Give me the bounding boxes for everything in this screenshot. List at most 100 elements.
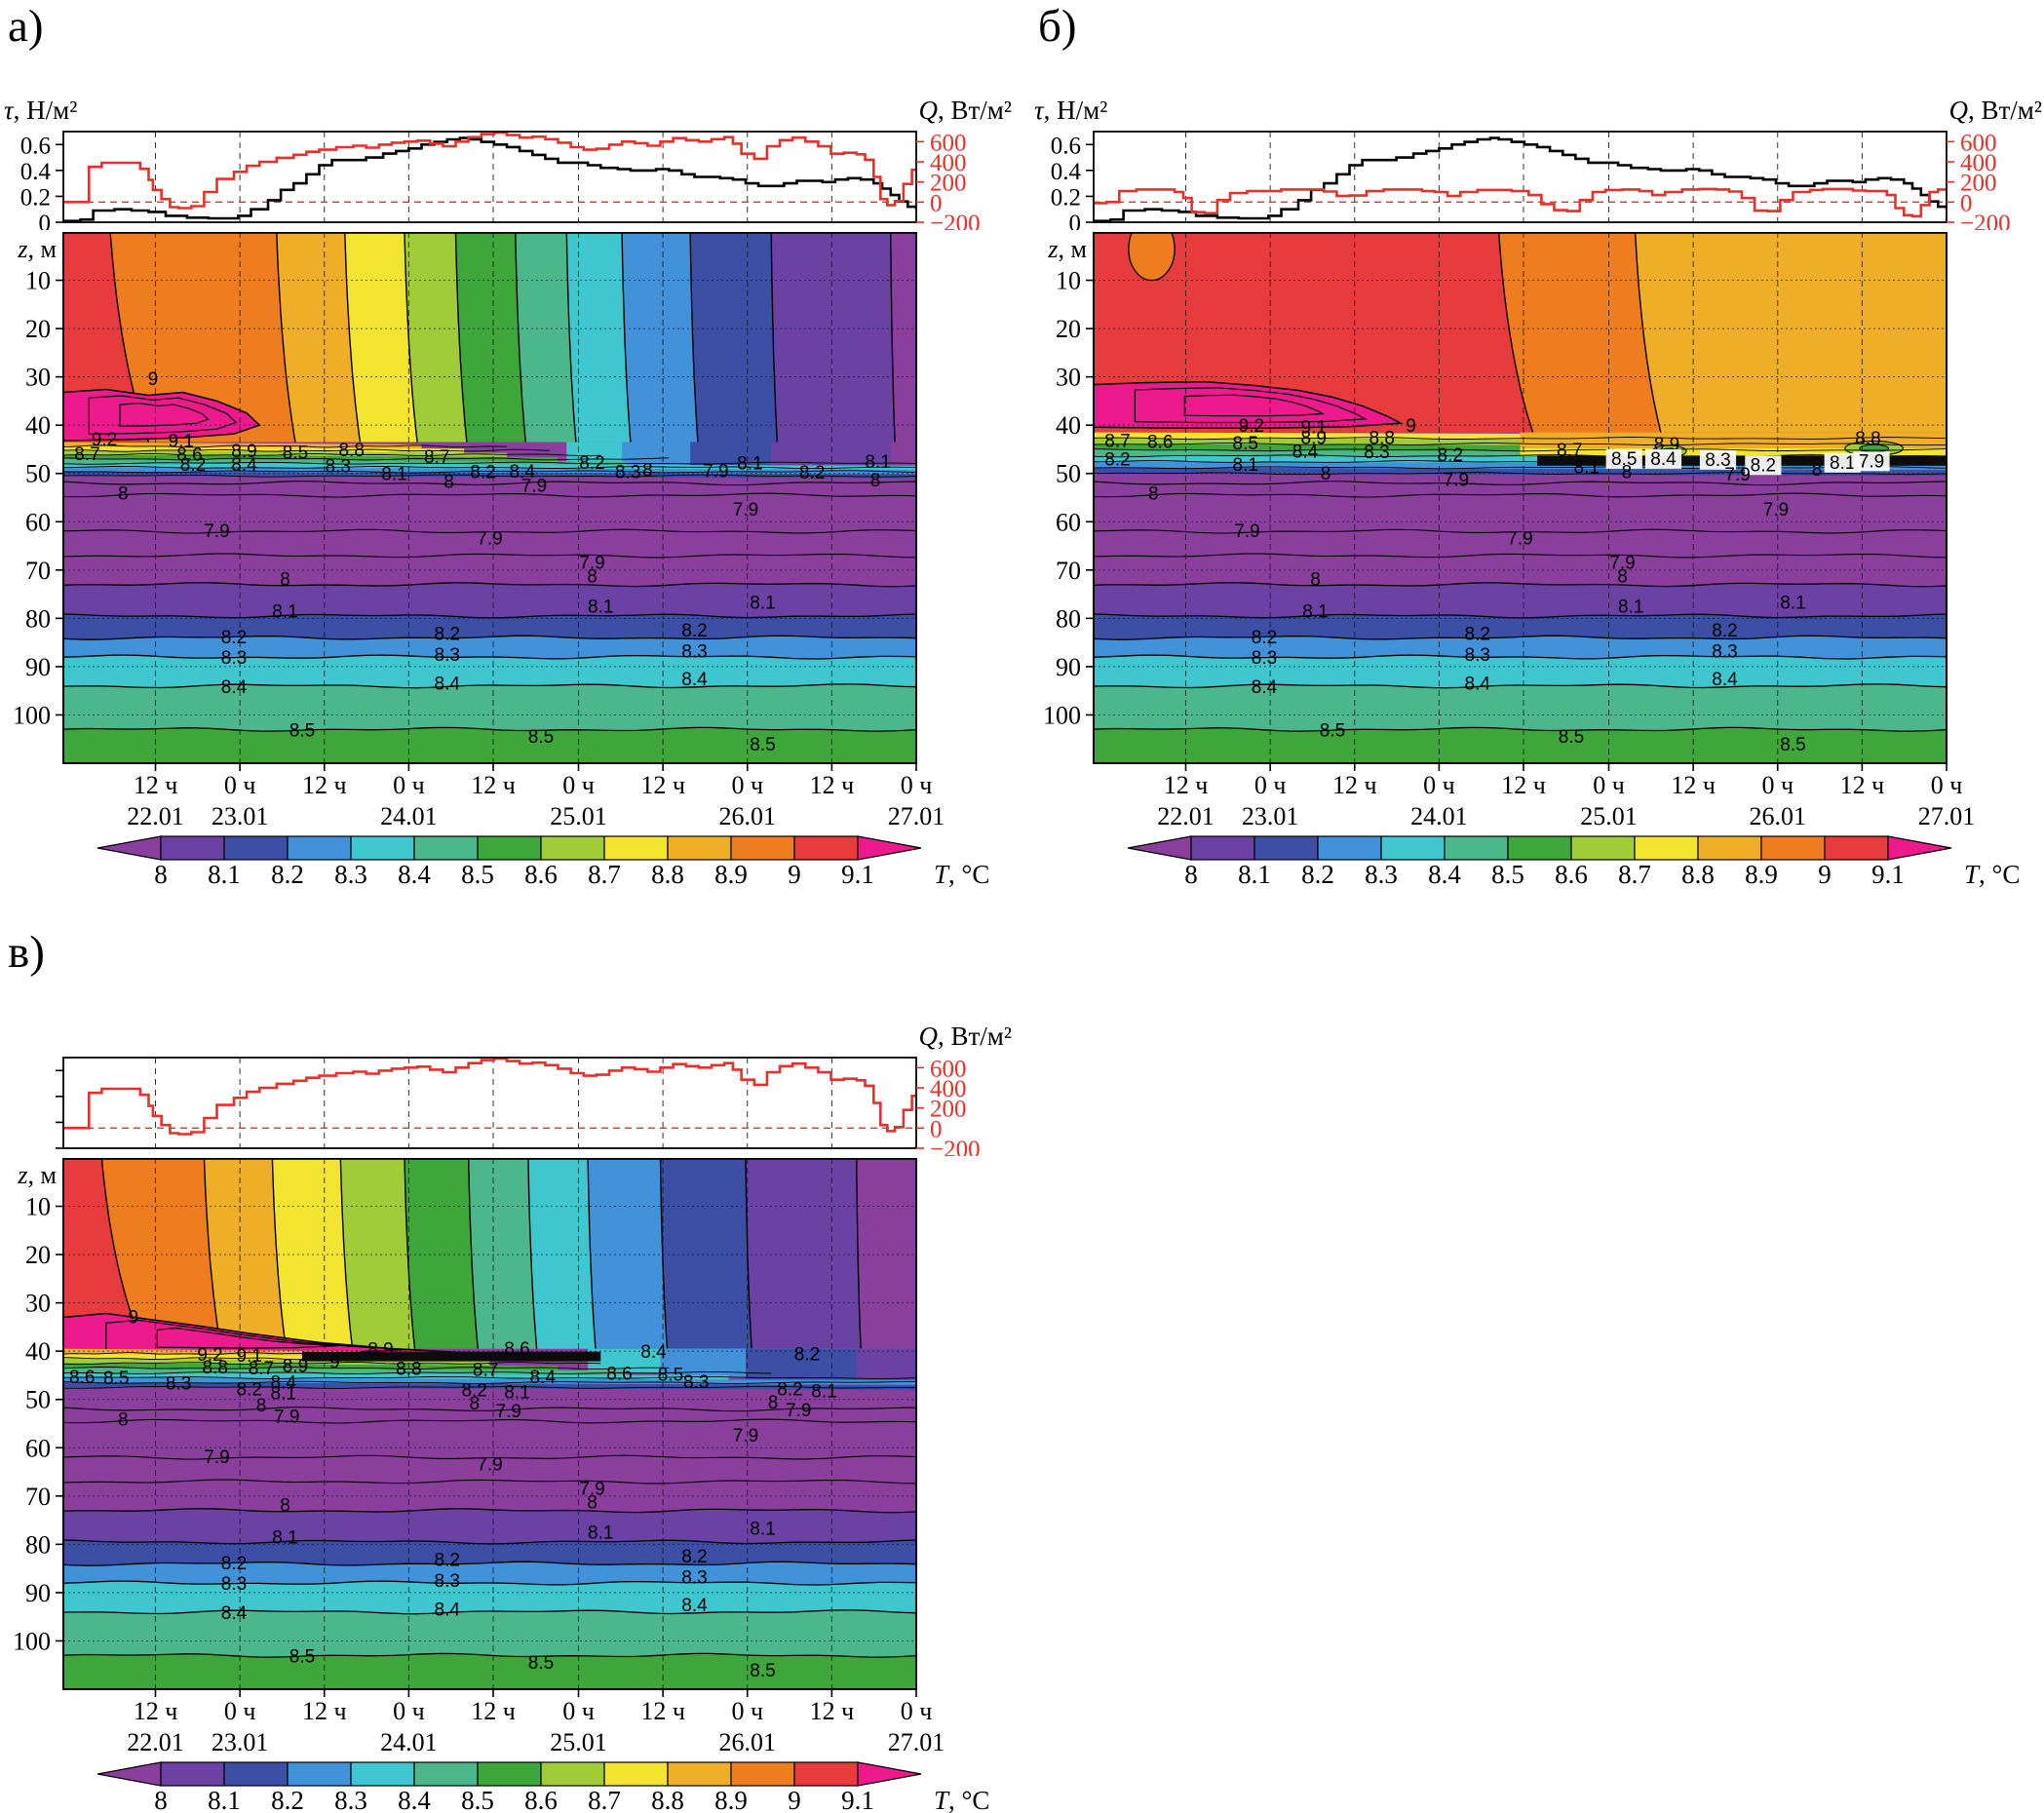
svg-text:12 ч: 12 ч bbox=[471, 1697, 516, 1725]
svg-text:12 ч: 12 ч bbox=[1840, 771, 1885, 799]
svg-text:400: 400 bbox=[930, 150, 967, 176]
svg-text:0.4: 0.4 bbox=[20, 159, 52, 185]
dense-contour-band bbox=[302, 1351, 601, 1362]
svg-text:8.4: 8.4 bbox=[398, 860, 431, 887]
svg-text:8.1: 8.1 bbox=[208, 860, 241, 887]
svg-text:8.2: 8.2 bbox=[462, 1380, 487, 1401]
svg-text:24.01: 24.01 bbox=[380, 802, 438, 830]
grid bbox=[63, 232, 916, 763]
svg-text:7.9: 7.9 bbox=[204, 521, 229, 542]
svg-text:600: 600 bbox=[930, 130, 967, 156]
svg-text:8.2: 8.2 bbox=[1438, 445, 1463, 466]
tau-axis-title: τ, Н/м² bbox=[1034, 96, 1108, 125]
svg-text:8.4: 8.4 bbox=[681, 1596, 708, 1616]
svg-text:8: 8 bbox=[1321, 464, 1331, 484]
svg-text:80: 80 bbox=[25, 604, 51, 633]
svg-text:70: 70 bbox=[25, 1483, 51, 1511]
svg-text:8.8: 8.8 bbox=[203, 1358, 228, 1378]
svg-text:0: 0 bbox=[930, 1116, 943, 1142]
svg-text:12 ч: 12 ч bbox=[302, 771, 347, 799]
svg-text:8.4: 8.4 bbox=[530, 1368, 557, 1388]
svg-text:7.9: 7.9 bbox=[733, 1426, 758, 1447]
svg-text:20: 20 bbox=[25, 1241, 51, 1269]
svg-text:90: 90 bbox=[1056, 653, 1081, 681]
svg-text:8.3: 8.3 bbox=[681, 642, 707, 663]
svg-text:8: 8 bbox=[1812, 460, 1823, 481]
svg-text:8.2: 8.2 bbox=[1751, 455, 1776, 476]
svg-text:8.9: 8.9 bbox=[231, 442, 256, 462]
svg-text:9: 9 bbox=[1406, 416, 1416, 437]
svg-text:30: 30 bbox=[25, 1290, 51, 1318]
svg-text:8.4: 8.4 bbox=[221, 1603, 248, 1624]
svg-text:8.7: 8.7 bbox=[1618, 860, 1651, 887]
svg-text:50: 50 bbox=[25, 460, 51, 488]
svg-text:z, м: z, м bbox=[17, 1161, 57, 1189]
svg-text:z, м: z, м bbox=[17, 235, 57, 263]
svg-text:40: 40 bbox=[25, 1337, 51, 1366]
contour-axes: 10 20 30 40 50 60 70 80 90 100 z, м 12 ч 0 ч 12 ч 0 ч 1… bbox=[1043, 232, 1975, 830]
svg-text:8.1: 8.1 bbox=[750, 1520, 775, 1540]
svg-text:8.7: 8.7 bbox=[424, 447, 449, 468]
svg-text:100: 100 bbox=[13, 1627, 51, 1655]
svg-text:8.3: 8.3 bbox=[615, 463, 640, 483]
plot-frame bbox=[62, 131, 917, 223]
panel-a: а) τ, Н/м² Q, Вт/м² 0.6 0.4 0.2 0 600 400 200 0… bbox=[0, 0, 1014, 887]
svg-text:27.01: 27.01 bbox=[888, 1728, 945, 1756]
svg-text:8.4: 8.4 bbox=[1252, 677, 1278, 698]
svg-text:8: 8 bbox=[154, 860, 168, 887]
svg-text:8.3: 8.3 bbox=[435, 645, 460, 666]
svg-text:8: 8 bbox=[587, 566, 598, 587]
svg-text:8.6: 8.6 bbox=[524, 860, 558, 887]
svg-text:12 ч: 12 ч bbox=[471, 771, 516, 799]
svg-text:8.5: 8.5 bbox=[289, 1646, 315, 1667]
svg-text:8.4: 8.4 bbox=[510, 462, 536, 482]
svg-text:8.4: 8.4 bbox=[1292, 442, 1319, 462]
colorbar-left-arrow bbox=[1127, 835, 1192, 861]
svg-text:0: 0 bbox=[930, 190, 943, 216]
panel-b: б) τ, Н/м² Q, Вт/м² 0.6 0.4 0.2 0 600 400 200 0… bbox=[1030, 0, 2044, 887]
svg-text:8.2: 8.2 bbox=[1712, 621, 1737, 641]
svg-text:0: 0 bbox=[1960, 190, 1973, 216]
svg-text:−200: −200 bbox=[1960, 211, 2011, 230]
svg-text:8.5: 8.5 bbox=[1233, 434, 1258, 454]
svg-text:8.1: 8.1 bbox=[750, 594, 775, 614]
svg-text:8.9: 8.9 bbox=[367, 1340, 393, 1361]
svg-text:26.01: 26.01 bbox=[1750, 802, 1807, 830]
svg-text:9.1: 9.1 bbox=[841, 1786, 874, 1813]
svg-text:8.4: 8.4 bbox=[1428, 860, 1461, 887]
svg-text:8.1: 8.1 bbox=[588, 1523, 613, 1543]
svg-text:8.2: 8.2 bbox=[1252, 628, 1277, 648]
svg-text:8.3: 8.3 bbox=[1465, 645, 1490, 666]
svg-text:8.3: 8.3 bbox=[435, 1571, 460, 1592]
svg-text:8.5: 8.5 bbox=[1780, 735, 1805, 755]
svg-text:8.3: 8.3 bbox=[1364, 443, 1389, 463]
svg-text:0 ч: 0 ч bbox=[1761, 771, 1793, 799]
svg-text:9.2: 9.2 bbox=[1239, 416, 1264, 437]
svg-text:9: 9 bbox=[329, 1353, 340, 1373]
svg-text:8.1: 8.1 bbox=[1302, 601, 1328, 622]
q-series bbox=[63, 132, 916, 210]
svg-text:8.1: 8.1 bbox=[272, 601, 297, 622]
q-axis-title: Q, Вт/м² bbox=[1948, 96, 2043, 125]
svg-text:8.2: 8.2 bbox=[435, 1551, 460, 1571]
svg-text:90: 90 bbox=[25, 1579, 51, 1607]
svg-text:0 ч: 0 ч bbox=[393, 771, 425, 799]
svg-text:8.1: 8.1 bbox=[504, 1382, 529, 1403]
svg-text:8.1: 8.1 bbox=[588, 597, 613, 617]
svg-text:8.1: 8.1 bbox=[1238, 860, 1271, 887]
svg-text:8.3: 8.3 bbox=[1712, 642, 1737, 663]
svg-text:10: 10 bbox=[1056, 267, 1081, 295]
svg-text:8.9: 8.9 bbox=[1301, 429, 1327, 449]
colorbar-left-arrow bbox=[96, 1761, 162, 1787]
svg-text:8: 8 bbox=[154, 1786, 168, 1813]
svg-text:8: 8 bbox=[642, 460, 653, 481]
svg-text:8.3: 8.3 bbox=[1705, 450, 1730, 471]
svg-text:8.2: 8.2 bbox=[1465, 625, 1490, 645]
svg-text:27.01: 27.01 bbox=[888, 802, 945, 830]
svg-text:0: 0 bbox=[1069, 211, 1082, 230]
svg-text:8.3: 8.3 bbox=[1252, 648, 1277, 669]
svg-text:10: 10 bbox=[25, 267, 51, 295]
contour-axes: 10 20 30 40 50 60 70 80 90 100 z, м 12 ч 0 ч 12 ч 0 ч 1… bbox=[13, 1158, 945, 1756]
svg-text:9: 9 bbox=[788, 1786, 801, 1813]
